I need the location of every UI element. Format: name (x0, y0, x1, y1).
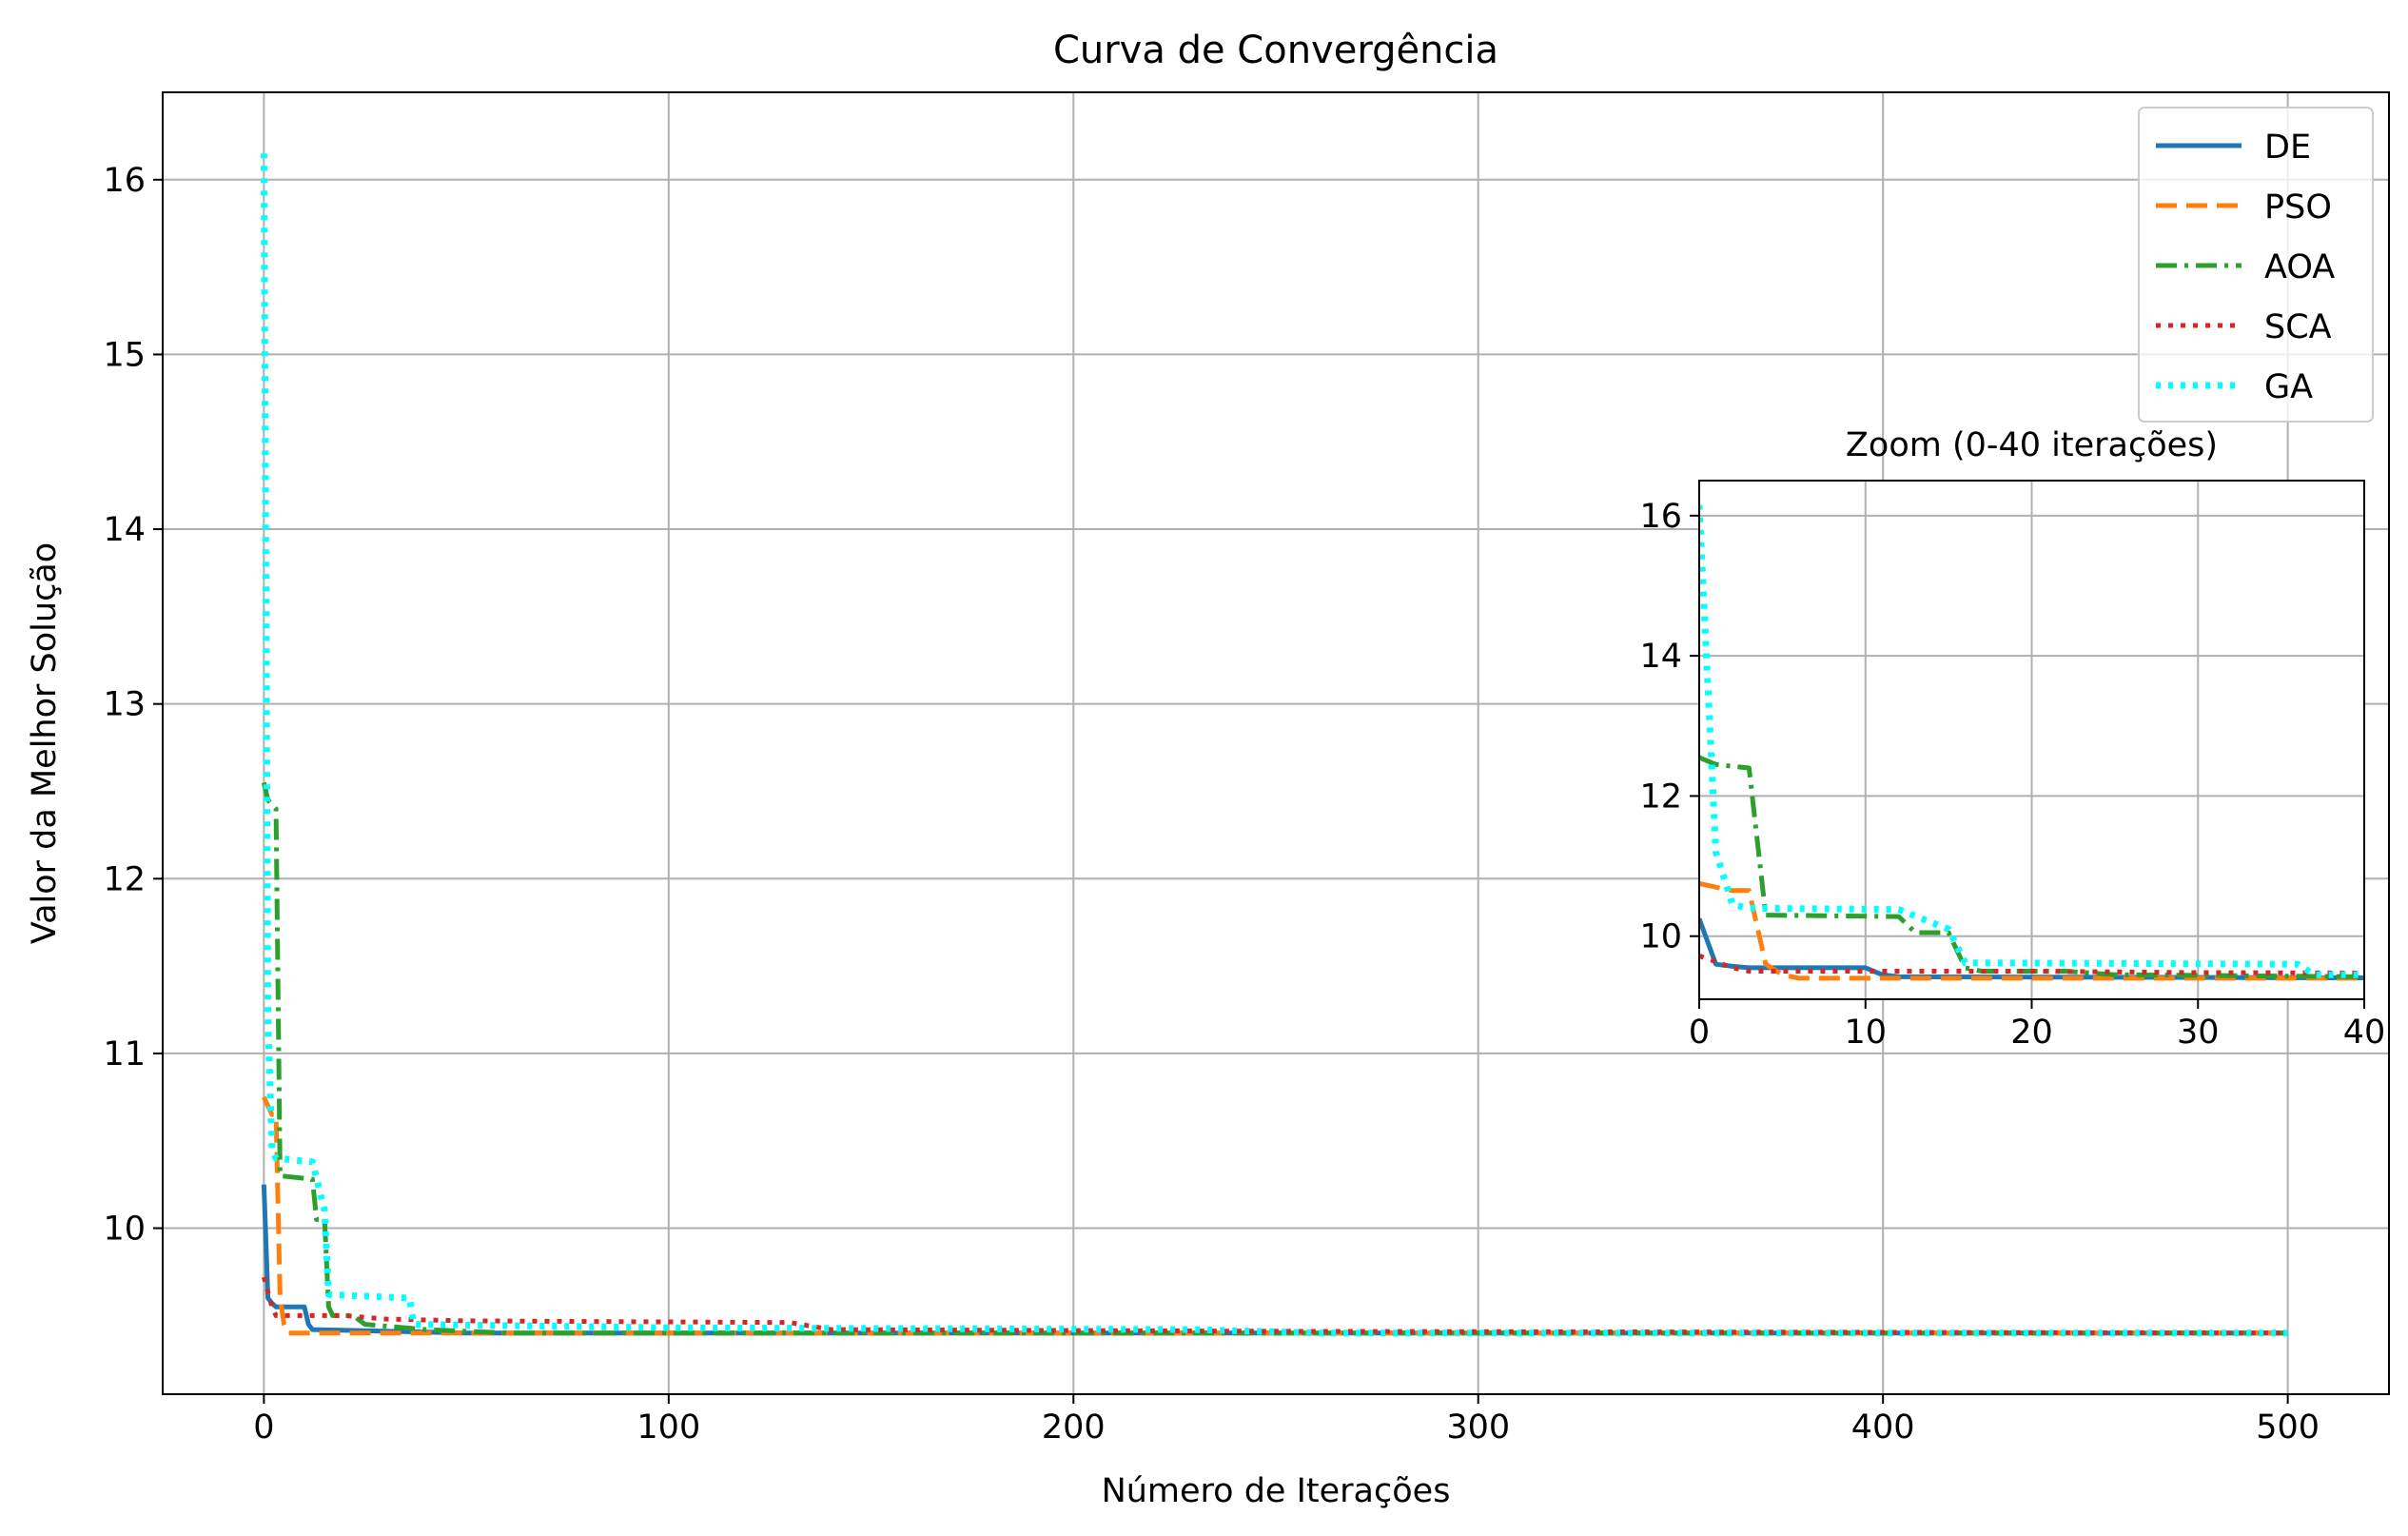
legend: DE PSO AOA SCA GA (2138, 107, 2374, 423)
series-line-sca (261, 1276, 2288, 1336)
inset-y-tick-label: 10 (1639, 918, 1682, 956)
x-tick-label: 200 (1042, 1408, 1106, 1447)
inset-title: Zoom (0-40 iterações) (1846, 426, 2218, 464)
inset-y-tick-label: 12 (1639, 778, 1682, 816)
inset-x-tick-label: 20 (2010, 1014, 2053, 1052)
x-tick-label: 0 (253, 1408, 274, 1447)
inset-series-line-pso (1699, 881, 2364, 981)
inset-series-line-aoa (1699, 755, 2364, 979)
y-tick-label: 13 (103, 686, 146, 724)
x-tick-label: 500 (2256, 1408, 2320, 1447)
y-tick-label: 11 (103, 1035, 146, 1073)
legend-label-ga: GA (2264, 368, 2313, 406)
y-tick-label: 16 (103, 162, 146, 200)
series-line-ga (260, 153, 2288, 1337)
y-tick-label: 15 (103, 336, 146, 374)
inset-x-tick-label: 0 (1689, 1014, 1710, 1052)
inset-plot: 0 10 20 30 40 10 12 14 16 Zoom (0-40 iterações) (1639, 426, 2385, 1052)
inset-series (1699, 504, 2364, 981)
inset-y-tick-label: 14 (1639, 638, 1682, 676)
x-tick-label: 100 (636, 1408, 700, 1447)
inset-series-line-ga (1699, 504, 2364, 978)
series-line-aoa (261, 781, 2288, 1336)
legend-label-sca: SCA (2264, 308, 2332, 346)
legend-box (2138, 107, 2374, 423)
inset-y-tick-label: 16 (1639, 498, 1682, 536)
inset-x-tick-label: 40 (2343, 1014, 2386, 1052)
x-tick-label: 300 (1446, 1408, 1510, 1447)
legend-label-de: DE (2264, 128, 2311, 167)
y-axis-label: Valor da Melhor Solução (26, 542, 64, 944)
y-tick-label: 12 (103, 860, 146, 898)
legend-label-pso: PSO (2264, 188, 2332, 226)
inset-series-line-sca (1699, 953, 2364, 975)
legend-label-aoa: AOA (2264, 248, 2335, 286)
x-tick-label: 400 (1851, 1408, 1915, 1447)
legend-entries: DE PSO AOA SCA GA (2156, 128, 2335, 406)
inset-x-tick-label: 10 (1844, 1014, 1887, 1052)
x-axis-label: Número de Iterações (1102, 1472, 1451, 1510)
chart-title: Curva de Convergência (1053, 29, 1498, 72)
y-tick-label: 14 (103, 511, 146, 549)
inset-x-tick-label: 30 (2177, 1014, 2220, 1052)
y-tick-label: 10 (103, 1211, 146, 1249)
main-series (260, 153, 2288, 1337)
inset-ticks: 0 10 20 30 40 10 12 14 16 (1639, 498, 2385, 1052)
main-plot-frame (162, 91, 2390, 1395)
